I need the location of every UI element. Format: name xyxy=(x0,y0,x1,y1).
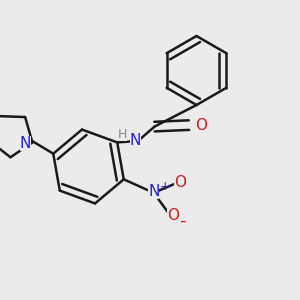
Text: N: N xyxy=(130,133,141,148)
Text: O: O xyxy=(196,118,208,133)
Text: N: N xyxy=(20,136,31,151)
Text: -: - xyxy=(179,212,186,230)
Text: O: O xyxy=(167,208,179,224)
Text: N: N xyxy=(148,184,159,199)
Text: +: + xyxy=(159,180,170,193)
Text: O: O xyxy=(174,175,186,190)
Text: H: H xyxy=(118,128,127,141)
